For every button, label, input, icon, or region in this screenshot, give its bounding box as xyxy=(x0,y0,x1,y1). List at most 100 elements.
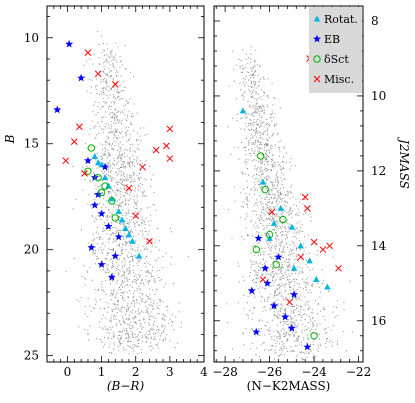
star-point xyxy=(77,73,86,82)
circle-point xyxy=(272,260,280,269)
triangle-point xyxy=(94,159,102,166)
x-point xyxy=(335,264,342,272)
star-point xyxy=(84,156,92,165)
x-point xyxy=(146,237,153,245)
y-axis-label: J2MASS xyxy=(397,136,411,189)
star-point xyxy=(101,162,109,171)
legend-label: Rotat. xyxy=(324,13,358,26)
triangle-point xyxy=(290,264,298,271)
triangle-point xyxy=(288,223,296,230)
star-point xyxy=(94,190,103,198)
left-panel: 0 1 2 3 4 10 15 20 25 (B−R) B xyxy=(3,5,208,393)
circle-point xyxy=(310,332,318,340)
triangle-point xyxy=(270,219,278,226)
star-point xyxy=(270,301,278,310)
background-cloud-panel-0 xyxy=(65,30,189,355)
x-point xyxy=(94,70,102,78)
star-point xyxy=(87,243,96,251)
x-point xyxy=(111,81,119,88)
star-point xyxy=(290,290,299,298)
x-point xyxy=(259,276,267,283)
y-tick-label: 15 xyxy=(24,137,39,151)
x-point xyxy=(62,157,70,165)
triangle-point xyxy=(306,257,313,264)
x-point xyxy=(81,170,88,177)
circle-point xyxy=(261,185,269,194)
y-tick-label: 10 xyxy=(371,89,386,103)
circle-point xyxy=(97,188,106,197)
x-point xyxy=(163,142,170,150)
x-point xyxy=(268,208,276,216)
triangle-point xyxy=(122,225,129,231)
star-point xyxy=(274,252,283,261)
triangle-point xyxy=(125,231,133,238)
y-tick-label: 25 xyxy=(24,349,39,363)
circle-point xyxy=(87,144,96,152)
star-point xyxy=(90,201,99,209)
x-point xyxy=(152,146,160,154)
legend-marker-star xyxy=(313,34,321,43)
y-tick-label: 10 xyxy=(24,31,39,45)
triangle-point xyxy=(135,252,143,259)
triangle-point xyxy=(91,152,98,159)
triangle-point xyxy=(297,242,304,249)
x-point xyxy=(286,298,293,306)
triangle-point xyxy=(101,174,109,181)
triangle-point xyxy=(118,216,126,223)
x-tick-label: −28 xyxy=(212,365,237,379)
series-x xyxy=(62,49,174,245)
triangle-point xyxy=(115,208,122,215)
star-point xyxy=(114,232,123,241)
triangle-point xyxy=(129,237,136,244)
right-plot-frame xyxy=(213,5,364,363)
star-point xyxy=(252,327,261,336)
x-point xyxy=(310,238,318,246)
circle-point xyxy=(252,245,260,254)
triangle-point xyxy=(324,283,331,290)
triangle-point xyxy=(277,204,284,211)
background-stars xyxy=(65,30,353,361)
legend-label: Misc. xyxy=(324,73,354,86)
x-tick-label: 1 xyxy=(98,365,106,379)
star-point xyxy=(281,312,290,321)
x-tick-label: −24 xyxy=(301,365,327,379)
star-point xyxy=(111,251,120,260)
circle-point xyxy=(111,214,119,222)
x-point xyxy=(125,184,133,192)
x-point xyxy=(132,212,140,220)
x-tick-label: 2 xyxy=(132,365,140,379)
legend-marker-circle xyxy=(313,55,321,63)
y-tick-label: 14 xyxy=(371,239,387,253)
x-axis-label: (B−R) xyxy=(107,379,145,393)
series-star xyxy=(53,39,123,281)
circle-point xyxy=(265,230,274,239)
x-point xyxy=(326,242,333,250)
background-cloud-panel-1 xyxy=(226,46,353,361)
x-point xyxy=(84,49,92,56)
legend-label: δSct xyxy=(324,53,349,66)
star-point xyxy=(97,260,106,268)
series-circle xyxy=(84,144,119,222)
x-tick-label: 4 xyxy=(200,365,208,379)
legend: Rotat. EB δSct Misc. xyxy=(309,7,362,93)
circle-point xyxy=(279,215,287,224)
x-point xyxy=(139,163,146,171)
left-plot-frame xyxy=(46,5,205,363)
star-point xyxy=(254,234,263,242)
x-point xyxy=(166,155,174,162)
star-point xyxy=(287,324,296,332)
triangle-point xyxy=(239,107,247,114)
circle-point xyxy=(101,182,109,190)
star-point xyxy=(261,264,270,272)
star-point xyxy=(107,273,116,281)
x-point xyxy=(304,205,311,212)
right-panel: −28 −26 −24 −22 8 10 12 14 16 (N−K2MASS) J2MASS xyxy=(212,5,411,393)
x-point xyxy=(76,123,83,131)
series-triangle xyxy=(239,107,331,290)
triangle-point xyxy=(108,195,116,202)
circle-point xyxy=(108,197,116,205)
x-tick-label: 3 xyxy=(166,365,174,379)
x-tick-label: 0 xyxy=(64,365,72,379)
circle-point xyxy=(94,173,102,182)
